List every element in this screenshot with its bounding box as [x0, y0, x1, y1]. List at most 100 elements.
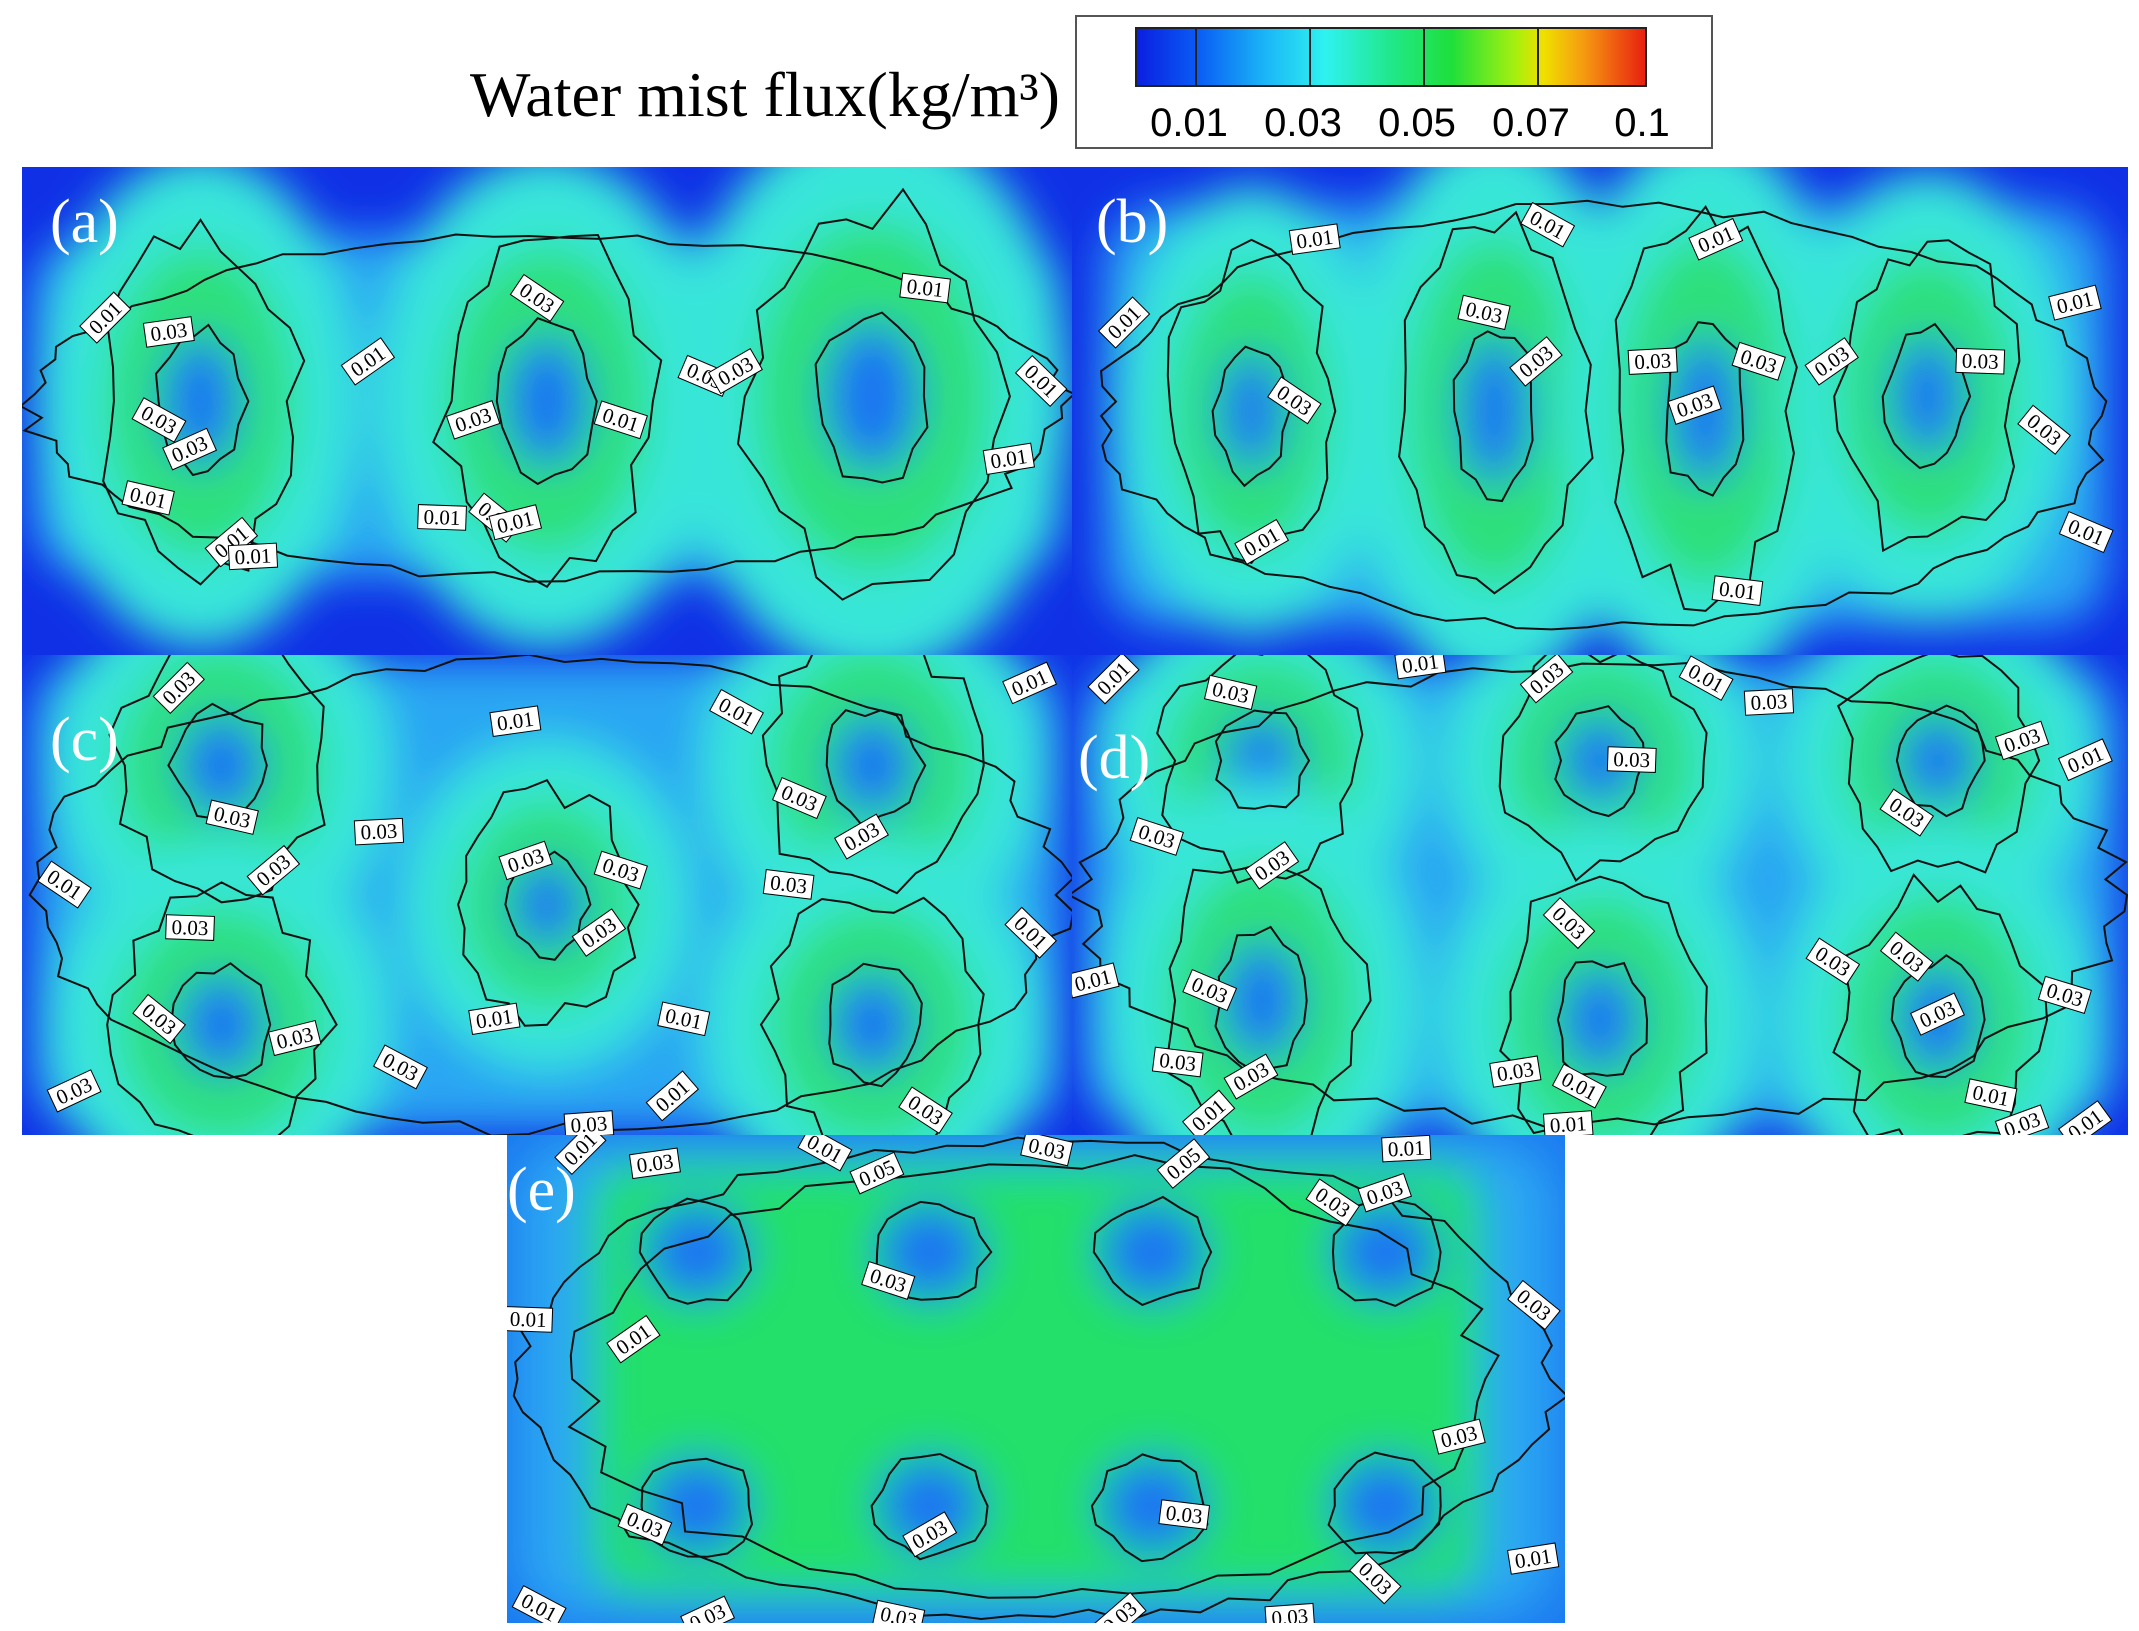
contour-label: 0.01 [121, 480, 175, 516]
contour-0.03-outer [432, 233, 663, 588]
colorbar-tick: 0.07 [1492, 101, 1570, 145]
contour-label-text: 0.03 [1271, 1604, 1309, 1623]
contour-label: 0.03 [628, 1147, 681, 1180]
contour-label: 0.01 [1542, 1110, 1594, 1135]
flux-core [1561, 967, 1639, 1072]
contour-label-text: 0.01 [1295, 225, 1335, 254]
flux-hole [1099, 1457, 1206, 1555]
contour-0.03-hole [638, 1197, 753, 1305]
contour-label-text: 0.03 [635, 1149, 675, 1178]
contour-label: 0.03 [1264, 1602, 1316, 1623]
contour-0.03-inner [814, 311, 929, 484]
panel-e-plot: 0.01 0.03 0.010.050.03 0.05 0.010.03 0.030.03… [507, 1135, 1565, 1623]
panel-e-label: (e) [507, 1156, 576, 1224]
flux-core [180, 716, 263, 815]
contour-label: 0.03 [165, 914, 215, 941]
contour-0.03-hole [875, 1200, 993, 1301]
colorbar-gradient [1135, 27, 1647, 87]
contour-label-text: 0.03 [360, 819, 398, 845]
contour-label-text: 0.03 [149, 317, 189, 346]
contour-label: 0.03 [1151, 1046, 1204, 1078]
contour-label-text: 0.03 [1613, 747, 1651, 772]
panel-c: 0.03 0.01 0.01 0.01 0.03 0.03 0.03 0.01 0.03 0.03… [22, 655, 1072, 1135]
colorbar-legend: 0.01 0.03 0.05 0.07 0.1 [1075, 15, 1713, 149]
panel-d-label: (d) [1078, 724, 1151, 792]
contour-label: 0.01 [468, 1002, 521, 1035]
contour-label-text: 0.01 [1549, 1111, 1587, 1135]
contour-label-text: 0.03 [171, 915, 209, 940]
flux-core [1224, 943, 1301, 1059]
contour-label-text: 0.03 [1165, 1500, 1204, 1528]
flux-hole [644, 1457, 751, 1555]
contour-label-text: 0.01 [1387, 1136, 1425, 1162]
flux-core [1219, 352, 1284, 470]
contour-label-text: 0.01 [1513, 1544, 1553, 1573]
flux-core [512, 861, 582, 948]
contour-label: 0.03 [1994, 1104, 2050, 1135]
contour-label: 0.01 [899, 272, 951, 304]
contour-0.03-inner [1890, 954, 1986, 1079]
contour-0.03-inner [1665, 321, 1745, 497]
contour-0.03-outer [1836, 655, 2041, 874]
contour-label-text: 0.03 [878, 1602, 919, 1623]
contour-label: 0.03 [1489, 1055, 1542, 1088]
contour-label: 0.01 [227, 542, 279, 571]
contour-0.03-outer [567, 1154, 1500, 1599]
flux-core [1459, 337, 1530, 485]
flux-hole [1099, 1203, 1206, 1301]
flux-core [1892, 337, 1963, 455]
flux-core [1899, 717, 1976, 804]
flux-core [825, 323, 920, 470]
contour-0.03-outer [736, 187, 1011, 601]
contour-0.01 [22, 233, 1072, 583]
contour-0.03-outer [1614, 205, 1798, 612]
contour-label-text: 0.01 [989, 444, 1029, 473]
panel-e: 0.01 0.03 0.01 0.05 0.03 0.05 0.01 0.03 0.03 0.03… [507, 1135, 1565, 1623]
contour-label-text: 0.01 [423, 505, 461, 530]
contour-label: 0.03 [1203, 674, 1258, 711]
flux-core [162, 336, 239, 466]
contour-0.03-inner [154, 323, 250, 477]
contour-0.03-inner [1895, 704, 1986, 818]
panel-d-plot: 0.01 0.01 0.010.010.03 0.030.030.030.030.03… [1072, 655, 2128, 1135]
contour-label-text: 0.01 [1718, 576, 1757, 604]
panel-b-label: (b) [1096, 188, 1169, 256]
contour-0.03-outer [457, 778, 640, 1027]
panel-b-plot: 0.010.01 0.01 0.010.030.03 0.030.03 0.030.03… [1072, 167, 2128, 655]
colorbar-tick: 0.05 [1378, 101, 1456, 145]
flux-core [831, 975, 914, 1074]
contour-label: 0.01 [1520, 201, 1576, 248]
contour-label: 0.01 [489, 705, 542, 737]
flux-hole [877, 1457, 984, 1555]
contour-label: 0.03 [1348, 1552, 1402, 1605]
contour-label-text: 0.01 [1400, 655, 1440, 678]
contour-label-text: 0.03 [570, 1111, 608, 1135]
contour-label-text: 0.01 [474, 1004, 514, 1033]
contour-0.03-hole [1092, 1195, 1213, 1307]
contour-label: 0.03 [1743, 688, 1795, 716]
contour-0.01 [1072, 661, 2128, 1128]
contour-0.03-inner [828, 962, 923, 1088]
contour-label: 0.03 [353, 817, 405, 846]
contour-0.03-outer [1164, 862, 1372, 1135]
contour-label: 0.01 [417, 504, 467, 531]
contour-0.03-inner [504, 850, 592, 961]
flux-core [180, 975, 263, 1074]
contour-0.01 [28, 655, 1072, 1135]
panel-a: 0.01 0.03 0.03 0.03 0.01 0.01 0.01 0.03 0.03 0.01… [22, 167, 1072, 655]
colorbar-tick: 0.1 [1614, 101, 1670, 145]
contour-label: 0.01 [1381, 1135, 1432, 1163]
contour-0.03-outer [106, 881, 338, 1135]
contour-label: 0.03 [142, 316, 195, 348]
contour-0.03-hole [1331, 1199, 1442, 1307]
contour-0.03-inner [1214, 709, 1311, 810]
contour-label: 0.01 [1711, 575, 1764, 607]
contour-0.03-inner [495, 317, 598, 486]
panel-a-plot: 0.01 0.030.030.030.010.010.010.030.03 0.01… [22, 167, 1072, 655]
contour-label: 0.01 [79, 291, 132, 344]
contour-label: 0.01 [982, 442, 1035, 475]
contour-label-text: 0.03 [1961, 349, 1999, 374]
flux-hole [644, 1203, 751, 1301]
contour-label-text: 0.01 [234, 543, 272, 569]
contour-label: 0.03 [563, 1110, 615, 1135]
